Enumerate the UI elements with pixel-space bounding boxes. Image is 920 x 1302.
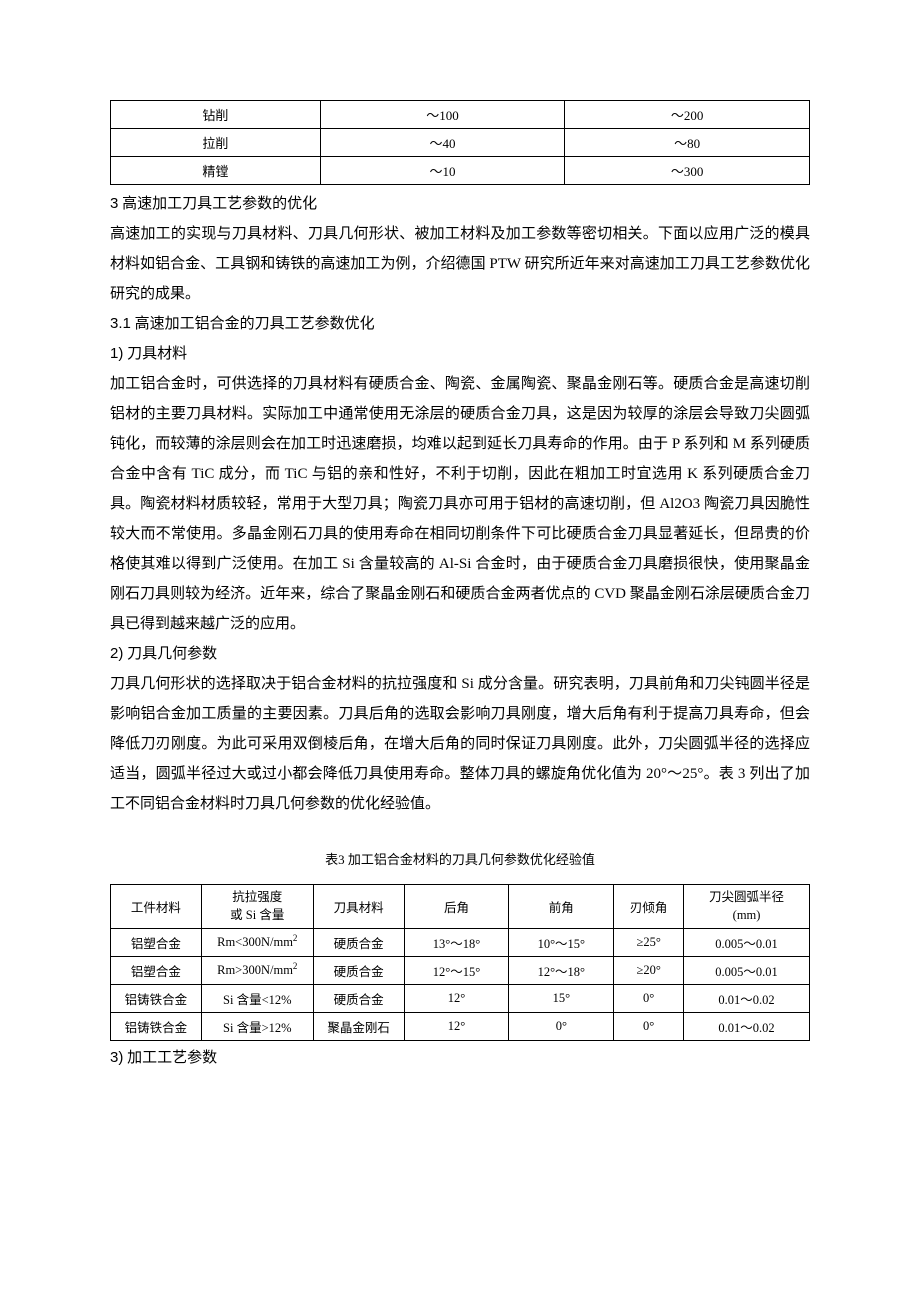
table-row: 钻削～100～200 [111,101,810,129]
table-cell: 铝塑合金 [111,929,202,957]
table-cell: ≥25° [614,929,684,957]
table-cell: 0.01～0.02 [684,985,810,1013]
sec3-title: 高速加工刀具工艺参数的优化 [122,196,317,212]
table-cell: 12° [404,985,509,1013]
table-cell: 13°～18° [404,929,509,957]
table3-caption: 表3 加工铝合金材料的刀具几何参数优化经验值 [110,849,810,868]
table-cell: 硬质合金 [313,985,404,1013]
cell-text: Rm>300N/mm [217,963,293,977]
sub1-title: 刀具材料 [127,346,187,362]
table-cell: 聚晶金刚石 [313,1013,404,1041]
table-cell: ≥20° [614,957,684,985]
sec3-para1: 高速加工的实现与刀具材料、刀具几何形状、被加工材料及加工参数等密切相关。下面以应… [110,219,810,309]
table-cell: 12°～15° [404,957,509,985]
table-row: 铝铸铁合金Si 含量>12%聚晶金刚石12°0°0°0.01～0.02 [111,1013,810,1041]
after-table3: 3) 加工工艺参数 [110,1043,810,1073]
t3-h2: 抗拉强度 或 Si 含量 [201,885,313,929]
table-cell: 15° [509,985,614,1013]
t3-h4: 后角 [404,885,509,929]
t3-h7b: (mm) [733,908,761,922]
superscript: 2 [293,961,298,971]
sub2-heading: 2) 刀具几何参数 [110,639,810,669]
page: 钻削～100～200拉削～40～80精镗～10～300 3 高速加工刀具工艺参数… [0,0,920,1133]
table-cell: 精镗 [111,157,321,185]
table-cell: 铝铸铁合金 [111,985,202,1013]
sec3-heading: 3 高速加工刀具工艺参数的优化 [110,189,810,219]
sec31-heading: 3.1 高速加工铝合金的刀具工艺参数优化 [110,309,810,339]
superscript: 2 [293,933,298,943]
table-cell: 0.005～0.01 [684,957,810,985]
t3-h2a: 抗拉强度 [232,890,282,904]
table-cell: 铝塑合金 [111,957,202,985]
sub1-heading: 1) 刀具材料 [110,339,810,369]
table-cell: 0° [509,1013,614,1041]
sub3-heading: 3) 加工工艺参数 [110,1043,810,1073]
body-text: 3 高速加工刀具工艺参数的优化 高速加工的实现与刀具材料、刀具几何形状、被加工材… [110,189,810,819]
sub2-para: 刀具几何形状的选择取决于铝合金材料的抗拉强度和 Si 成分含量。研究表明，刀具前… [110,669,810,819]
table3-body: 铝塑合金Rm<300N/mm2硬质合金13°～18°10°～15°≥25°0.0… [111,929,810,1041]
sub1-num: 1) [110,345,123,362]
t3-h5: 前角 [509,885,614,929]
t3-h6: 刃倾角 [614,885,684,929]
table-cell: Rm>300N/mm2 [201,957,313,985]
sec31-num: 3.1 [110,315,131,332]
table-row: 铝塑合金Rm<300N/mm2硬质合金13°～18°10°～15°≥25°0.0… [111,929,810,957]
sub2-num: 2) [110,645,123,662]
table-cell: 硬质合金 [313,929,404,957]
top-table: 钻削～100～200拉削～40～80精镗～10～300 [110,100,810,185]
table-cell: ～80 [565,129,810,157]
table-cell: ～200 [565,101,810,129]
t3-h3: 刀具材料 [313,885,404,929]
cell-text: Rm<300N/mm [217,935,293,949]
table-cell: Rm<300N/mm2 [201,929,313,957]
top-table-body: 钻削～100～200拉削～40～80精镗～10～300 [111,101,810,185]
table-cell: ～40 [320,129,565,157]
sec3-num: 3 [110,195,118,212]
table-cell: 钻削 [111,101,321,129]
t3-h1: 工件材料 [111,885,202,929]
table-cell: ～10 [320,157,565,185]
table-row: 拉削～40～80 [111,129,810,157]
table-cell: 0.01～0.02 [684,1013,810,1041]
table-cell: ～300 [565,157,810,185]
table-cell: 12°～18° [509,957,614,985]
sec31-title: 高速加工铝合金的刀具工艺参数优化 [135,316,375,332]
t3-h7: 刀尖圆弧半径 (mm) [684,885,810,929]
table-cell: 12° [404,1013,509,1041]
sub1-para: 加工铝合金时，可供选择的刀具材料有硬质合金、陶瓷、金属陶瓷、聚晶金刚石等。硬质合… [110,369,810,639]
t3-h7a: 刀尖圆弧半径 [709,890,784,904]
table-row: 铝铸铁合金Si 含量<12%硬质合金12°15°0°0.01～0.02 [111,985,810,1013]
table3-header-row: 工件材料 抗拉强度 或 Si 含量 刀具材料 后角 前角 刃倾角 刀尖圆弧半径 … [111,885,810,929]
table3: 工件材料 抗拉强度 或 Si 含量 刀具材料 后角 前角 刃倾角 刀尖圆弧半径 … [110,884,810,1041]
table-cell: 拉削 [111,129,321,157]
table-cell: 0° [614,1013,684,1041]
table-cell: ～100 [320,101,565,129]
table-row: 铝塑合金Rm>300N/mm2硬质合金12°～15°12°～18°≥20°0.0… [111,957,810,985]
t3-h2b: 或 Si 含量 [230,908,284,922]
table-cell: Si 含量>12% [201,1013,313,1041]
sub3-title: 加工工艺参数 [127,1050,217,1066]
table-cell: 铝铸铁合金 [111,1013,202,1041]
table-cell: 0° [614,985,684,1013]
sub2-title: 刀具几何参数 [127,646,217,662]
table-cell: 10°～15° [509,929,614,957]
table-cell: 0.005～0.01 [684,929,810,957]
sub3-num: 3) [110,1049,123,1066]
table-row: 精镗～10～300 [111,157,810,185]
table-cell: Si 含量<12% [201,985,313,1013]
table-cell: 硬质合金 [313,957,404,985]
